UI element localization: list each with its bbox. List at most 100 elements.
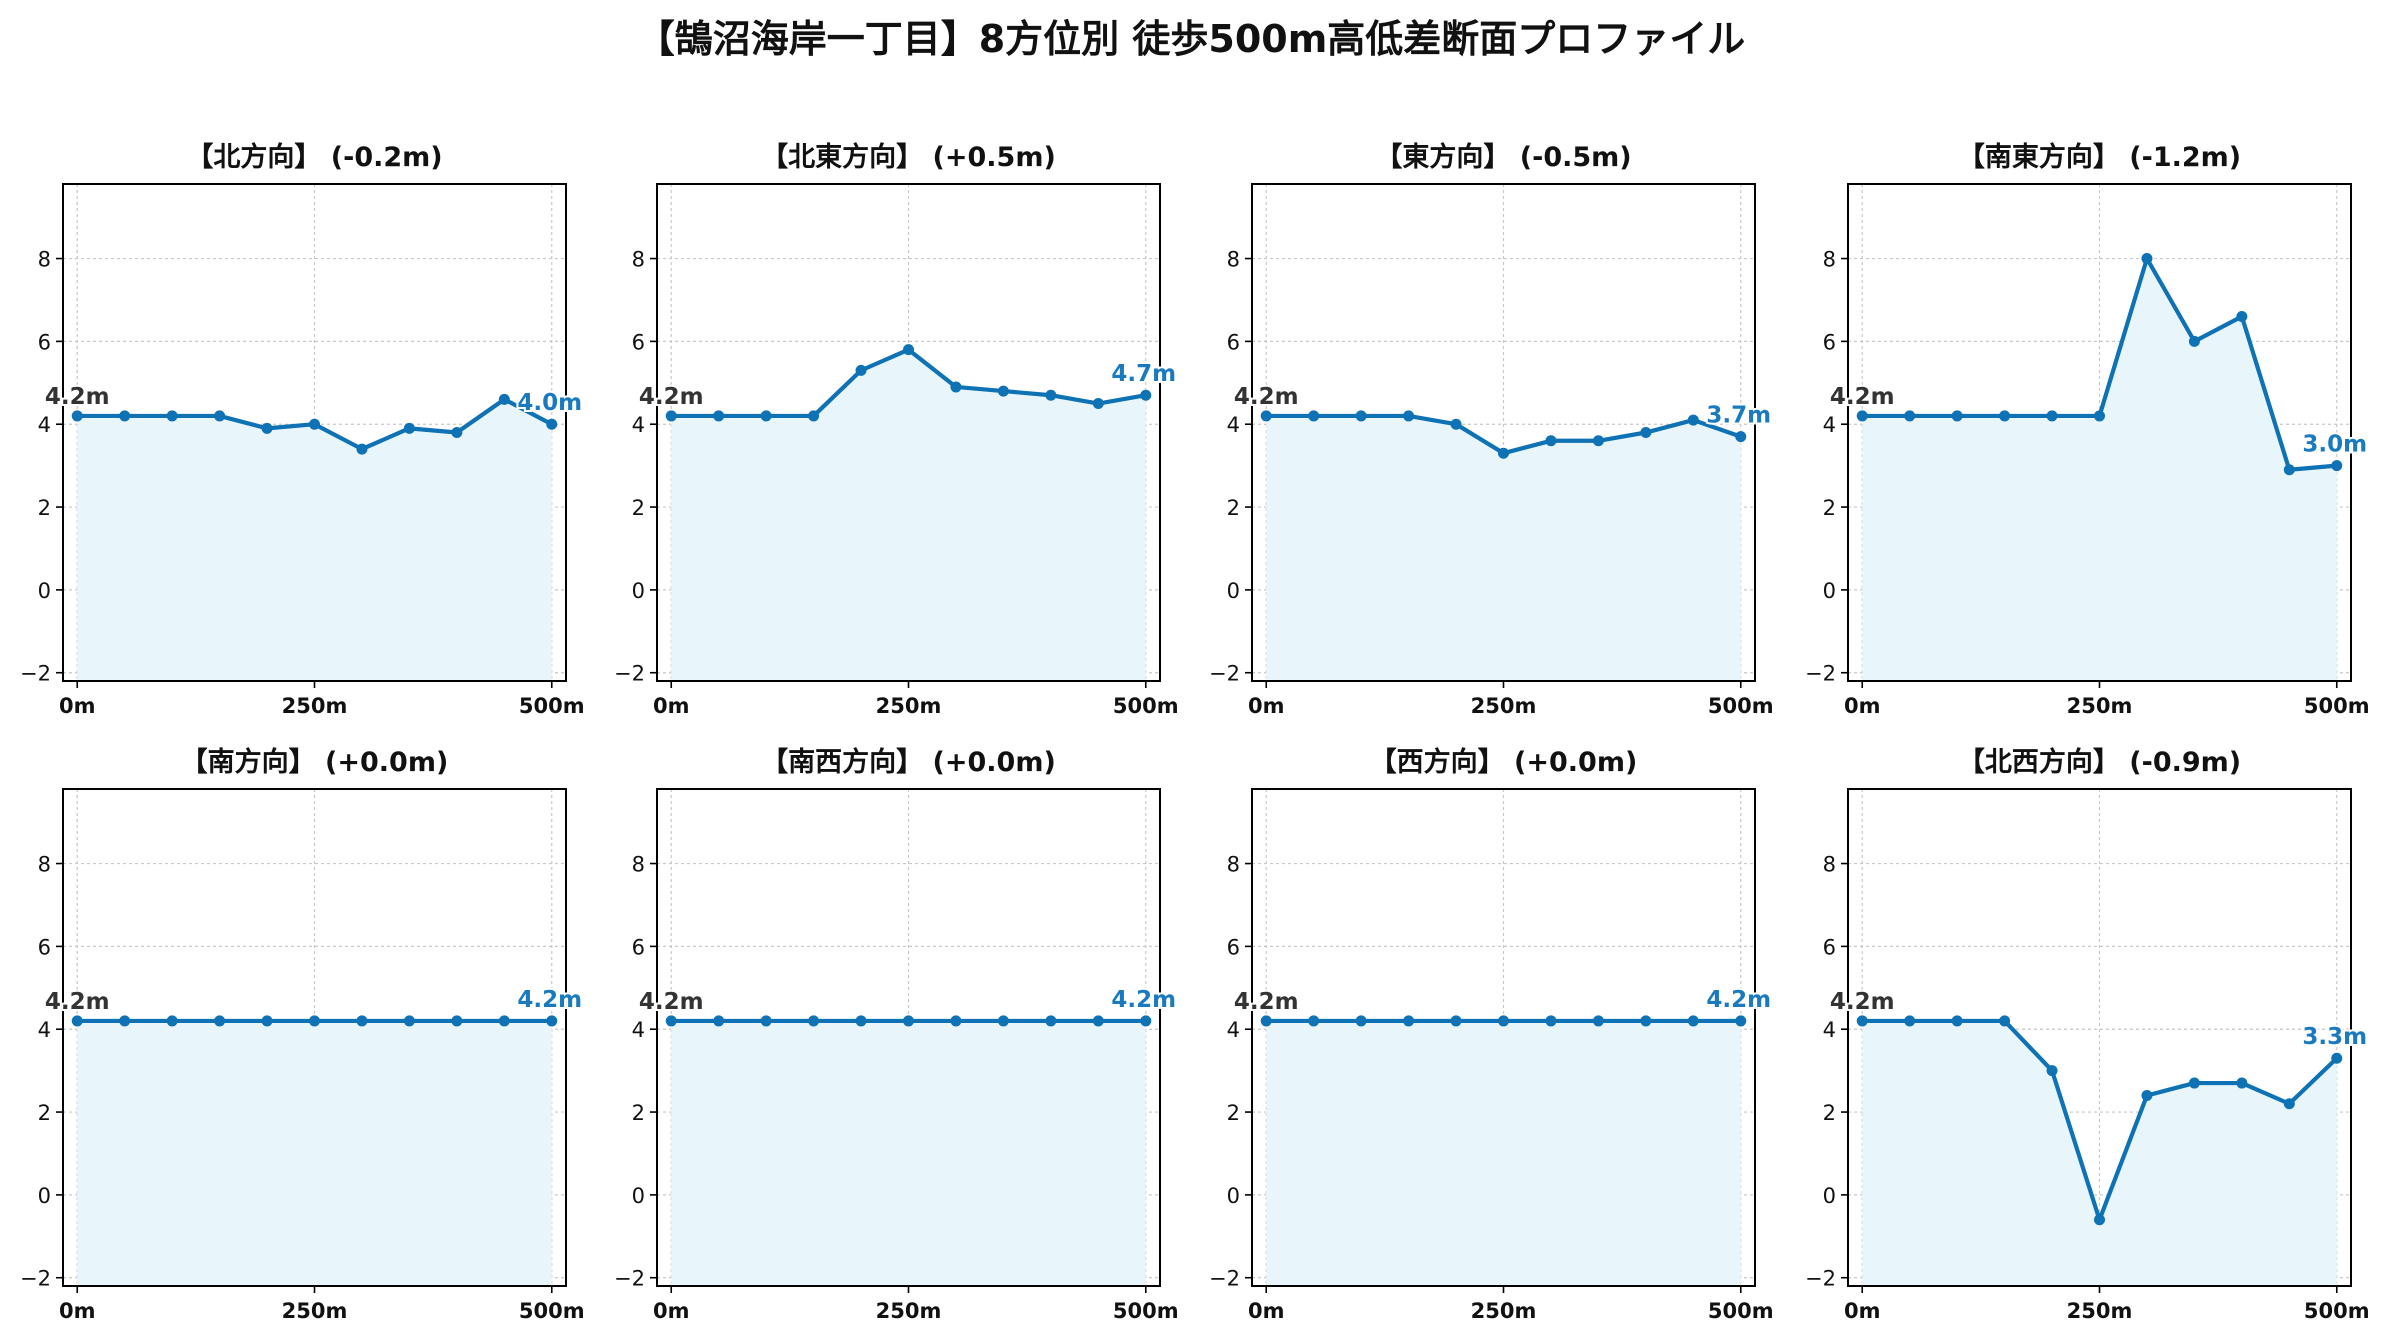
x-tick-label: 250m — [1471, 694, 1537, 718]
y-tick-label: 8 — [38, 248, 51, 272]
x-tick-label: 250m — [876, 694, 942, 718]
profile-point — [451, 1015, 463, 1027]
profile-point — [71, 1015, 83, 1027]
profile-point — [1545, 1015, 1557, 1027]
subplot-4: 【南東方向】 (-1.2m) −2 0 2 4 6 8 0m 250m 500m 4.2m 3.0m — [1805, 141, 2370, 718]
y-tick-label: 8 — [1823, 248, 1836, 272]
profile-point — [1498, 1015, 1509, 1027]
y-tick-label: 6 — [1823, 330, 1836, 354]
start-elevation-label: 4.2m — [639, 384, 704, 410]
profile-point — [2188, 335, 2200, 347]
y-tick-label: 0 — [38, 579, 51, 603]
x-tick-label: 500m — [1708, 694, 1774, 718]
profile-point — [808, 1015, 820, 1027]
start-elevation-label: 4.2m — [45, 989, 110, 1015]
profile-fill-area — [1266, 1020, 1741, 1286]
x-tick-label: 0m — [653, 694, 690, 718]
profile-point — [760, 1015, 772, 1027]
profile-point — [2046, 410, 2058, 422]
profile-point — [903, 1015, 914, 1027]
x-tick-label: 500m — [2304, 1299, 2370, 1323]
profile-fill-area — [1862, 258, 2337, 681]
profile-point — [1308, 410, 1320, 422]
y-tick-label: 8 — [632, 853, 645, 877]
y-tick-label: 2 — [38, 496, 51, 520]
profile-point — [1260, 410, 1272, 422]
profile-point — [665, 410, 677, 422]
profile-point — [1403, 410, 1415, 422]
x-tick-label: 0m — [1248, 694, 1285, 718]
profile-point — [1355, 1015, 1367, 1027]
subplot-title: 【西方向】 (+0.0m) — [1370, 746, 1638, 778]
x-tick-label: 500m — [519, 1299, 585, 1323]
y-tick-label: 0 — [632, 1184, 645, 1208]
profile-point — [546, 418, 558, 430]
subplot-title: 【北西方向】 (-0.9m) — [1958, 746, 2241, 778]
profile-point — [855, 1015, 867, 1027]
y-tick-label: 6 — [38, 330, 51, 354]
profile-point — [498, 1015, 510, 1027]
profile-point — [2094, 410, 2105, 422]
y-tick-label: 2 — [632, 496, 645, 520]
profile-fill-area — [671, 349, 1146, 681]
profile-point — [214, 1015, 226, 1027]
profile-point — [1687, 414, 1699, 426]
profile-point — [2331, 460, 2343, 472]
profile-point — [166, 410, 178, 422]
profile-point — [1735, 1015, 1747, 1027]
profile-point — [997, 1015, 1009, 1027]
profile-fill-area — [77, 1020, 552, 1286]
profile-point — [2046, 1065, 2058, 1077]
profile-point — [1308, 1015, 1320, 1027]
end-elevation-label: 4.7m — [1111, 361, 1176, 387]
y-tick-label: 2 — [1227, 496, 1240, 520]
profile-point — [309, 1015, 320, 1027]
profile-point — [403, 422, 415, 434]
x-tick-label: 500m — [1708, 1299, 1774, 1323]
profile-point — [997, 385, 1009, 397]
subplot-1: 【北方向】 (-0.2m) −2 0 2 4 6 8 0m 250m 500m 4.2m 4.0m — [20, 141, 585, 718]
profile-point — [1403, 1015, 1415, 1027]
y-tick-label: 8 — [632, 248, 645, 272]
profile-point — [403, 1015, 415, 1027]
profile-point — [71, 410, 83, 422]
y-tick-label: 4 — [38, 1018, 51, 1042]
profile-point — [2236, 1077, 2248, 1089]
y-tick-label: −2 — [20, 1267, 51, 1291]
y-tick-label: 2 — [38, 1101, 51, 1125]
y-tick-label: 0 — [1823, 579, 1836, 603]
profile-point — [760, 410, 772, 422]
start-elevation-label: 4.2m — [639, 989, 704, 1015]
profile-point — [1450, 418, 1462, 430]
end-elevation-label: 4.2m — [517, 987, 582, 1013]
y-tick-label: 4 — [1227, 1018, 1240, 1042]
subplot-5: 【南方向】 (+0.0m) −2 0 2 4 6 8 0m 250m 500m 4.2m 4.2m — [20, 746, 585, 1323]
subplot-title: 【南東方向】 (-1.2m) — [1958, 141, 2241, 173]
subplot-title: 【北東方向】 (+0.5m) — [761, 141, 1056, 173]
profile-point — [261, 1015, 273, 1027]
x-tick-label: 500m — [1113, 694, 1179, 718]
profile-fill-area — [1862, 1020, 2337, 1286]
y-tick-label: 0 — [1227, 579, 1240, 603]
x-tick-label: 0m — [653, 1299, 690, 1323]
x-tick-label: 0m — [59, 694, 96, 718]
subplot-2: 【北東方向】 (+0.5m) −2 0 2 4 6 8 0m 250m 500m 4.2m 4.7m — [614, 141, 1179, 718]
profile-point — [1904, 410, 1916, 422]
subplot-title: 【東方向】 (-0.5m) — [1375, 141, 1631, 173]
profile-point — [1904, 1015, 1916, 1027]
y-tick-label: 8 — [1227, 248, 1240, 272]
x-tick-label: 0m — [59, 1299, 96, 1323]
x-tick-label: 250m — [282, 694, 348, 718]
y-tick-label: 6 — [1227, 330, 1240, 354]
profile-point — [1999, 1015, 2011, 1027]
subplot-3: 【東方向】 (-0.5m) −2 0 2 4 6 8 0m 250m 500m 4.2m 3.7m — [1209, 141, 1774, 718]
y-tick-label: 6 — [632, 935, 645, 959]
subplot-title: 【南方向】 (+0.0m) — [181, 746, 449, 778]
x-tick-label: 0m — [1844, 1299, 1881, 1323]
profile-point — [950, 1015, 962, 1027]
subplot-title: 【北方向】 (-0.2m) — [186, 141, 442, 173]
y-tick-label: 4 — [1823, 413, 1836, 437]
profile-point — [665, 1015, 677, 1027]
profile-point — [2283, 464, 2295, 476]
